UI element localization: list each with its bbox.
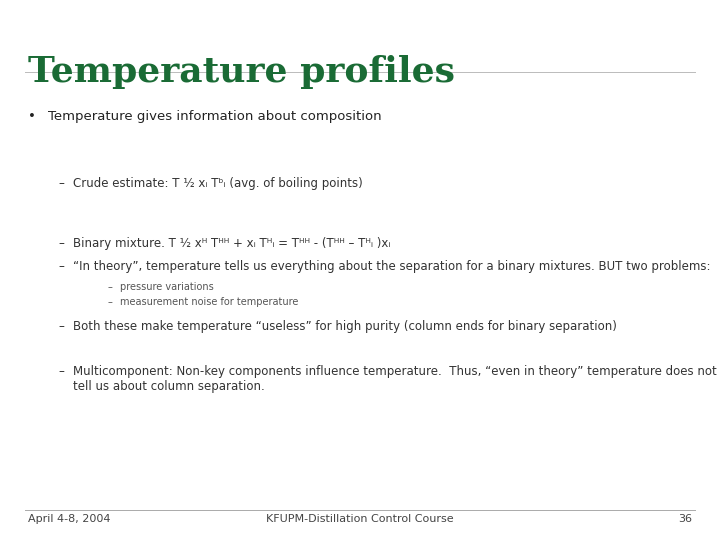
Text: Multicomponent: Non-key components influence temperature.  Thus, “even in theory: Multicomponent: Non-key components influ… xyxy=(73,365,716,393)
Text: measurement noise for temperature: measurement noise for temperature xyxy=(120,297,298,307)
Text: Crude estimate: T ½ xᵢ Tᵇᵢ (avg. of boiling points): Crude estimate: T ½ xᵢ Tᵇᵢ (avg. of boil… xyxy=(73,177,363,190)
Text: •: • xyxy=(28,110,36,123)
Text: –: – xyxy=(58,365,64,378)
Text: –: – xyxy=(58,237,64,250)
Text: Both these make temperature “useless” for high purity (column ends for binary se: Both these make temperature “useless” fo… xyxy=(73,320,617,333)
Text: pressure variations: pressure variations xyxy=(120,282,214,292)
Text: “In theory”, temperature tells us everything about the separation for a binary m: “In theory”, temperature tells us everyt… xyxy=(73,260,711,273)
Text: 36: 36 xyxy=(678,514,692,524)
Text: Temperature gives information about composition: Temperature gives information about comp… xyxy=(48,110,382,123)
Text: KFUPM-Distillation Control Course: KFUPM-Distillation Control Course xyxy=(266,514,454,524)
Text: –: – xyxy=(58,260,64,273)
Text: –: – xyxy=(58,320,64,333)
Text: April 4-8, 2004: April 4-8, 2004 xyxy=(28,514,110,524)
Text: Temperature profiles: Temperature profiles xyxy=(28,55,455,89)
Text: –: – xyxy=(58,177,64,190)
Text: –: – xyxy=(108,282,113,292)
Text: Binary mixture. T ½ xᴴ Tᴴᴴ + xᵢ Tᴴᵢ = Tᴴᴴ - (Tᴴᴴ – Tᴴᵢ )xᵢ: Binary mixture. T ½ xᴴ Tᴴᴴ + xᵢ Tᴴᵢ = Tᴴ… xyxy=(73,237,390,250)
Text: –: – xyxy=(108,297,113,307)
